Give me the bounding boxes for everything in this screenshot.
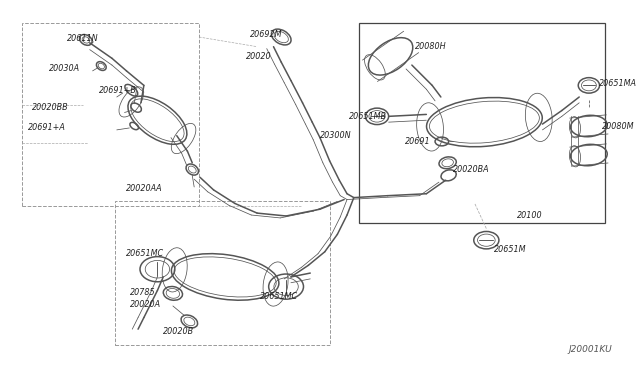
Text: 20030A: 20030A: [49, 64, 80, 73]
Text: 20300N: 20300N: [320, 131, 351, 140]
Text: 20691+B: 20691+B: [99, 86, 137, 95]
Text: 20785: 20785: [131, 288, 156, 297]
Text: 20691+A: 20691+A: [28, 124, 66, 132]
Text: 20020: 20020: [246, 52, 272, 61]
Text: 20080M: 20080M: [602, 122, 635, 131]
Text: 20100: 20100: [517, 212, 543, 221]
Text: 20020BB: 20020BB: [31, 103, 68, 112]
Text: 20651MC: 20651MC: [127, 249, 164, 258]
Text: 20020B: 20020B: [163, 327, 195, 336]
Text: 20691: 20691: [405, 137, 431, 146]
Text: 20020BA: 20020BA: [454, 165, 490, 174]
Text: 20651MA: 20651MA: [598, 79, 637, 88]
Text: 20020A: 20020A: [131, 301, 161, 310]
Text: 20651MB: 20651MB: [349, 112, 387, 121]
Text: J20001KU: J20001KU: [568, 345, 612, 355]
Bar: [22, 22, 199, 206]
Text: 20651M: 20651M: [494, 246, 527, 254]
Text: 20080H: 20080H: [415, 42, 446, 51]
Text: 20651MC: 20651MC: [260, 292, 298, 301]
Text: 20611N: 20611N: [67, 35, 98, 44]
Bar: [358, 22, 605, 223]
Text: 20692M: 20692M: [250, 30, 283, 39]
Bar: [115, 202, 330, 344]
Text: 20020AA: 20020AA: [127, 185, 163, 193]
